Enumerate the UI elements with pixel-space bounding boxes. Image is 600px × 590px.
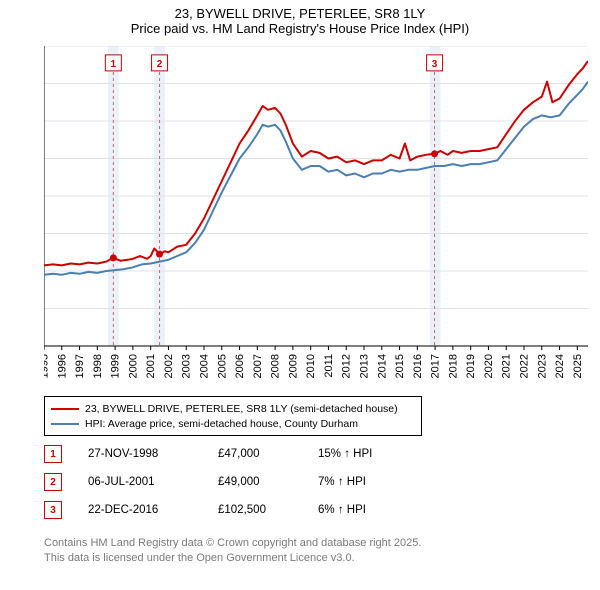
svg-text:2009: 2009 (287, 354, 299, 378)
svg-text:2: 2 (157, 59, 163, 70)
svg-text:2025: 2025 (572, 354, 584, 378)
svg-text:2014: 2014 (376, 354, 388, 378)
svg-text:2000: 2000 (127, 354, 139, 378)
transaction-price: £49,000 (218, 476, 318, 488)
svg-text:2006: 2006 (234, 354, 246, 378)
svg-text:1998: 1998 (92, 354, 104, 378)
transaction-marker: 1 (44, 445, 62, 463)
svg-text:2002: 2002 (163, 354, 175, 378)
legend-item: 23, BYWELL DRIVE, PETERLEE, SR8 1LY (sem… (51, 401, 415, 416)
transaction-date: 27-NOV-1998 (88, 448, 218, 460)
svg-text:2023: 2023 (536, 354, 548, 378)
transaction-marker: 2 (44, 473, 62, 491)
svg-text:2017: 2017 (430, 354, 442, 378)
legend-swatch (51, 408, 79, 410)
titles: 23, BYWELL DRIVE, PETERLEE, SR8 1LY Pric… (0, 0, 600, 36)
transaction-row: 2 06-JUL-2001£49,0007% ↑ HPI (44, 468, 408, 496)
svg-text:2024: 2024 (554, 354, 566, 378)
transaction-pct: 15% ↑ HPI (318, 448, 408, 460)
legend-label: HPI: Average price, semi-detached house,… (85, 418, 358, 430)
svg-text:2013: 2013 (359, 354, 371, 378)
svg-text:2016: 2016 (412, 354, 424, 378)
svg-text:1996: 1996 (56, 354, 68, 378)
transaction-price: £47,000 (218, 448, 318, 460)
transaction-row: 1 27-NOV-1998£47,00015% ↑ HPI (44, 440, 408, 468)
svg-text:2008: 2008 (270, 354, 282, 378)
svg-text:2019: 2019 (465, 354, 477, 378)
svg-text:2018: 2018 (447, 354, 459, 378)
transaction-pct: 7% ↑ HPI (318, 476, 408, 488)
svg-text:2012: 2012 (341, 354, 353, 378)
svg-text:2020: 2020 (483, 354, 495, 378)
legend-item: HPI: Average price, semi-detached house,… (51, 416, 415, 431)
transaction-marker: 3 (44, 501, 62, 519)
transaction-date: 06-JUL-2001 (88, 476, 218, 488)
svg-text:2007: 2007 (252, 354, 264, 378)
legend-label: 23, BYWELL DRIVE, PETERLEE, SR8 1LY (sem… (85, 403, 398, 415)
transactions-table: 1 27-NOV-1998£47,00015% ↑ HPI 2 06-JUL-2001… (44, 440, 408, 524)
line-chart: £0£20K£40K£60K£80K£100K£120K£140K£160K19… (44, 46, 588, 386)
transaction-row: 3 22-DEC-2016£102,5006% ↑ HPI (44, 496, 408, 524)
svg-text:2001: 2001 (145, 354, 157, 378)
svg-text:2005: 2005 (216, 354, 228, 378)
title-address: 23, BYWELL DRIVE, PETERLEE, SR8 1LY (0, 6, 600, 21)
footer-line-1: Contains HM Land Registry data © Crown c… (44, 536, 421, 551)
transaction-pct: 6% ↑ HPI (318, 504, 408, 516)
svg-text:2004: 2004 (199, 354, 211, 378)
svg-text:2021: 2021 (501, 354, 513, 378)
svg-text:2003: 2003 (181, 354, 193, 378)
footer-attribution: Contains HM Land Registry data © Crown c… (44, 536, 421, 566)
svg-text:2022: 2022 (519, 354, 531, 378)
legend: 23, BYWELL DRIVE, PETERLEE, SR8 1LY (sem… (44, 396, 422, 436)
transaction-date: 22-DEC-2016 (88, 504, 218, 516)
chart-area: £0£20K£40K£60K£80K£100K£120K£140K£160K19… (44, 46, 588, 386)
footer-line-2: This data is licensed under the Open Gov… (44, 551, 421, 566)
figure-root: 23, BYWELL DRIVE, PETERLEE, SR8 1LY Pric… (0, 0, 600, 590)
svg-text:2015: 2015 (394, 354, 406, 378)
transaction-price: £102,500 (218, 504, 318, 516)
svg-text:2010: 2010 (305, 354, 317, 378)
svg-text:2011: 2011 (323, 354, 335, 378)
svg-text:3: 3 (432, 59, 438, 70)
title-subtitle: Price paid vs. HM Land Registry's House … (0, 21, 600, 36)
svg-text:1: 1 (111, 59, 117, 70)
svg-text:1997: 1997 (74, 354, 86, 378)
svg-text:1995: 1995 (44, 354, 51, 378)
svg-text:1999: 1999 (110, 354, 122, 378)
legend-swatch (51, 423, 79, 425)
